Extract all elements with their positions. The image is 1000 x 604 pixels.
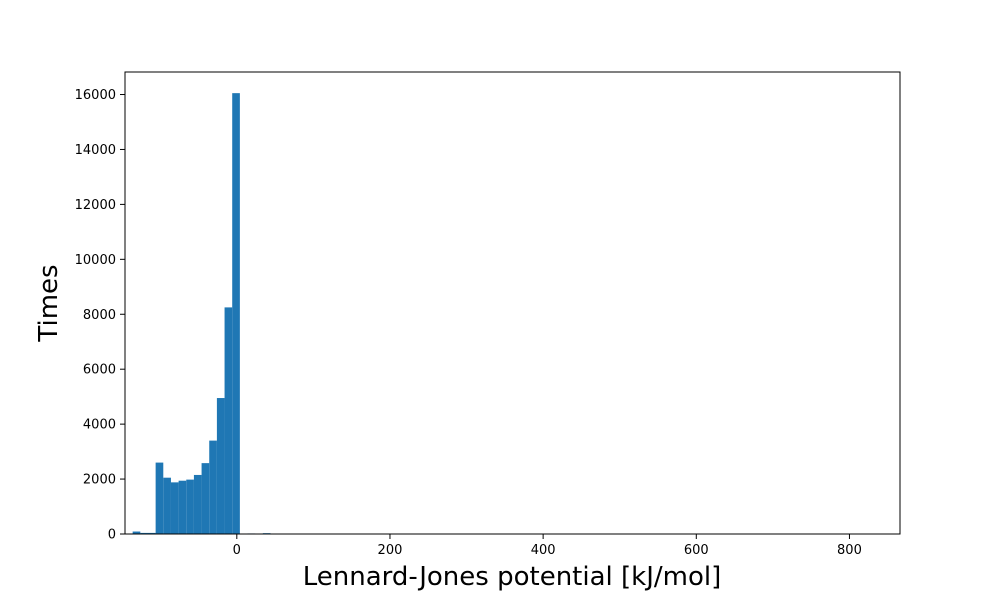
x-tick-label: 200 bbox=[378, 543, 403, 558]
y-tick-label: 4000 bbox=[83, 418, 116, 433]
y-tick-label: 2000 bbox=[83, 473, 116, 488]
y-tick-label: 14000 bbox=[75, 143, 116, 158]
y-tick-label: 0 bbox=[108, 528, 116, 543]
histogram-bar bbox=[163, 477, 171, 534]
y-tick-label: 12000 bbox=[75, 198, 116, 213]
y-axis-ticks: 0 2000 4000 6000 8000 10000 12000 14000 16000 bbox=[75, 88, 125, 543]
histogram-bar bbox=[224, 307, 233, 534]
histogram-bar bbox=[140, 532, 148, 534]
x-tick-label: 400 bbox=[531, 543, 556, 558]
histogram-bar bbox=[201, 463, 210, 534]
histogram-bar bbox=[147, 532, 156, 534]
histogram-bars bbox=[132, 93, 271, 535]
histogram-bar bbox=[193, 474, 202, 534]
x-tick-label: 0 bbox=[233, 543, 241, 558]
y-tick-label: 10000 bbox=[75, 253, 116, 268]
plot-frame bbox=[124, 71, 901, 535]
y-tick-label: 16000 bbox=[75, 88, 116, 103]
histogram-bar bbox=[232, 93, 240, 535]
y-tick-label: 8000 bbox=[83, 308, 116, 323]
histogram-bar bbox=[186, 479, 194, 534]
histogram-bar bbox=[216, 398, 225, 534]
x-axis-ticks: 0 200 400 600 800 bbox=[233, 534, 862, 558]
histogram-bar bbox=[178, 480, 187, 534]
histogram-bar bbox=[170, 482, 179, 534]
x-axis-label: Lennard-Jones potential [kJ/mol] bbox=[303, 562, 722, 592]
y-axis-label: Times bbox=[34, 264, 64, 342]
histogram-bar bbox=[209, 440, 217, 534]
histogram-bar bbox=[155, 462, 164, 534]
y-tick-label: 6000 bbox=[83, 363, 116, 378]
x-tick-label: 800 bbox=[837, 543, 862, 558]
histogram-bar bbox=[132, 531, 141, 534]
x-tick-label: 600 bbox=[684, 543, 709, 558]
